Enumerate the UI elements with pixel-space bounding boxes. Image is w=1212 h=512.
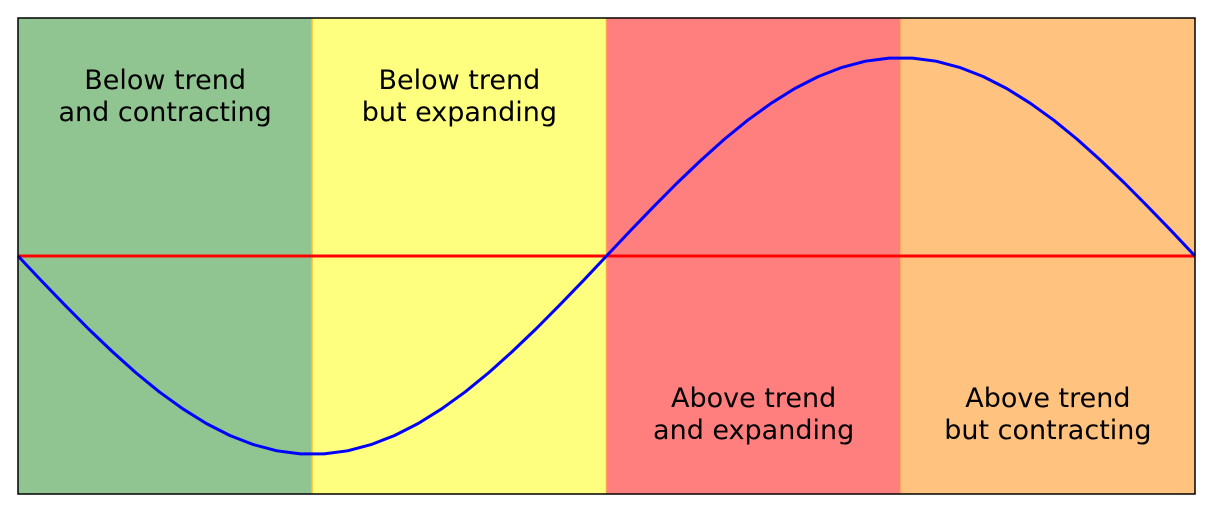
phase-label-1-line-2: and contracting bbox=[58, 97, 271, 128]
phase-label-3-line-2: and expanding bbox=[653, 415, 854, 446]
phase-label-2-line-2: but expanding bbox=[362, 97, 557, 128]
phase-label-2-line-1: Below trend bbox=[378, 65, 540, 96]
phase-label-3-line-1: Above trend bbox=[671, 383, 836, 414]
phase-label-4-line-1: Above trend bbox=[965, 383, 1130, 414]
cycle-curve bbox=[16, 56, 1197, 456]
plot-frame bbox=[17, 17, 1196, 495]
phase-label-4-line-2: but contracting bbox=[944, 415, 1151, 446]
phase-label-1-line-1: Below trend bbox=[84, 65, 246, 96]
